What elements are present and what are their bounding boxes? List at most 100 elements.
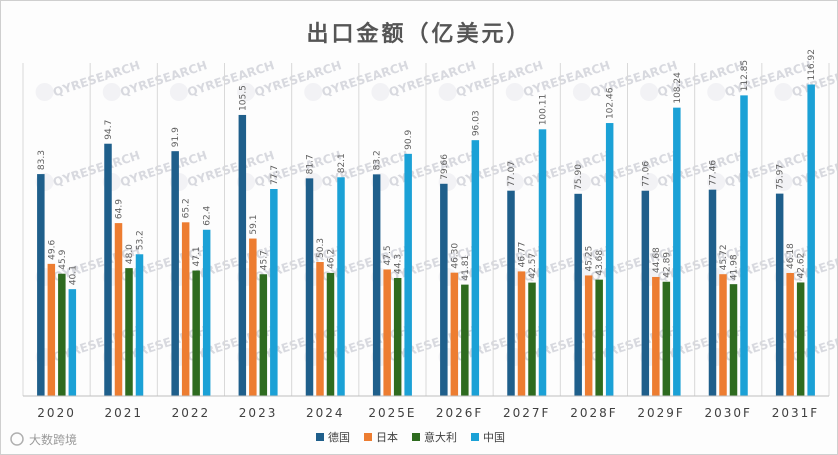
data-label: 46.30 <box>450 243 460 269</box>
data-label: 43.68 <box>595 250 605 276</box>
bar-2022-中国 <box>202 229 211 396</box>
footer-text: 大数跨境 <box>29 432 77 447</box>
bar-2031F-意大利 <box>796 282 805 396</box>
watermark-icon <box>707 83 726 101</box>
data-label: 102.46 <box>606 87 616 119</box>
bar-2023-日本 <box>249 238 257 396</box>
bar-2029F-意大利 <box>662 281 671 396</box>
bar-2031F-日本 <box>786 272 794 396</box>
bar-2026F-中国 <box>471 140 480 396</box>
data-label: 49.6 <box>47 240 57 260</box>
bar-2026F-日本 <box>450 272 459 396</box>
bar-2026F-德国 <box>440 183 448 396</box>
data-label: 81.7 <box>306 154 316 174</box>
bar-2022-德国 <box>171 151 179 396</box>
legend-label: 德国 <box>328 430 350 444</box>
bar-2029F-日本 <box>652 276 660 396</box>
watermark-icon <box>505 173 524 191</box>
data-label: 83.3 <box>37 150 47 170</box>
bar-2030F-日本 <box>719 274 727 396</box>
bar-2025E-意大利 <box>393 277 402 396</box>
bar-2020-德国 <box>37 174 45 396</box>
watermark-icon <box>572 83 591 101</box>
legend-swatch <box>316 433 324 441</box>
watermark-icon <box>707 173 726 191</box>
bar-2024-日本 <box>316 262 324 396</box>
bar-2020-中国 <box>68 289 77 396</box>
data-label: 47.5 <box>383 245 393 265</box>
bar-2023-中国 <box>270 189 278 396</box>
x-tick-label: 2030F <box>705 406 752 420</box>
data-label: 46.18 <box>786 243 796 269</box>
data-label: 50.3 <box>316 238 326 258</box>
legend: 德国 日本 意大利 中国 <box>316 430 505 444</box>
legend-label: 中国 <box>483 431 505 444</box>
legend-swatch <box>471 433 479 441</box>
watermark-icon <box>774 173 793 191</box>
legend-swatch <box>412 433 420 441</box>
x-tick-label: 2029F <box>637 406 684 420</box>
data-label: 91.9 <box>171 127 181 147</box>
watermark-icon <box>774 83 793 101</box>
logo-icon <box>10 432 24 446</box>
bar-2023-德国 <box>238 114 247 396</box>
bar-2025E-日本 <box>383 269 391 396</box>
data-label: 41.98 <box>730 254 740 280</box>
data-label: 42.89 <box>662 252 672 278</box>
bar-2027F-中国 <box>538 129 547 397</box>
x-tick-label: 2023 <box>239 406 278 420</box>
bar-2021-意大利 <box>125 268 133 396</box>
watermark-icon <box>35 83 54 101</box>
watermark-icon <box>371 83 390 101</box>
legend-label: 日本 <box>376 430 398 444</box>
bar-2025E-中国 <box>404 153 412 396</box>
data-label: 42.62 <box>797 253 807 279</box>
data-label: 94.7 <box>104 120 114 140</box>
bar-2029F-德国 <box>641 190 650 396</box>
bar-2027F-日本 <box>517 271 526 396</box>
data-label: 44.3 <box>394 254 404 274</box>
watermark-icon <box>572 173 591 191</box>
data-label: 100.11 <box>539 94 549 126</box>
bar-2021-德国 <box>104 143 112 396</box>
x-tick-label: 2024 <box>306 406 345 420</box>
bar-2024-意大利 <box>326 272 335 396</box>
bar-2030F-德国 <box>708 189 717 396</box>
data-label: 96.03 <box>471 110 481 136</box>
bar-2029F-中国 <box>673 107 681 396</box>
x-tick-label: 2021 <box>104 406 143 420</box>
data-label: 59.1 <box>249 215 259 235</box>
data-label: 112.85 <box>740 60 750 92</box>
bar-2021-中国 <box>135 254 144 396</box>
data-label: 79.66 <box>440 154 450 180</box>
data-label: 46.77 <box>518 242 528 268</box>
bar-2028F-德国 <box>574 193 582 396</box>
data-label: 77.46 <box>709 160 719 186</box>
bar-2027F-德国 <box>507 190 515 396</box>
data-label: 45.7 <box>259 250 269 270</box>
bar-2030F-中国 <box>740 95 748 396</box>
bar-2025E-德国 <box>372 174 381 396</box>
watermark-icon <box>640 173 659 191</box>
legend-swatch <box>364 433 372 441</box>
watermark-icon <box>640 83 659 101</box>
bar-2028F-中国 <box>605 123 614 396</box>
x-axis: 2020 2021 2022 2023 2024 2025E 2026F 2027F 2028F… <box>22 63 830 420</box>
watermark-icon <box>304 83 323 101</box>
data-label: 77.06 <box>641 161 651 187</box>
bar-2028F-日本 <box>584 275 593 396</box>
data-label: 44.68 <box>652 247 662 273</box>
bar-2021-日本 <box>114 223 123 396</box>
data-label: 83.2 <box>373 150 383 170</box>
x-tick-label: 2028F <box>570 406 617 420</box>
bar-2020-日本 <box>47 263 56 396</box>
data-label: 64.9 <box>115 199 125 219</box>
x-tick-label: 2022 <box>172 406 211 420</box>
data-label: 42.57 <box>528 253 538 279</box>
bar-2022-日本 <box>181 222 190 396</box>
data-label: 45.25 <box>585 246 595 272</box>
data-label: 40.1 <box>68 265 78 285</box>
data-label: 65.2 <box>182 198 192 218</box>
watermark-icon <box>102 83 121 101</box>
